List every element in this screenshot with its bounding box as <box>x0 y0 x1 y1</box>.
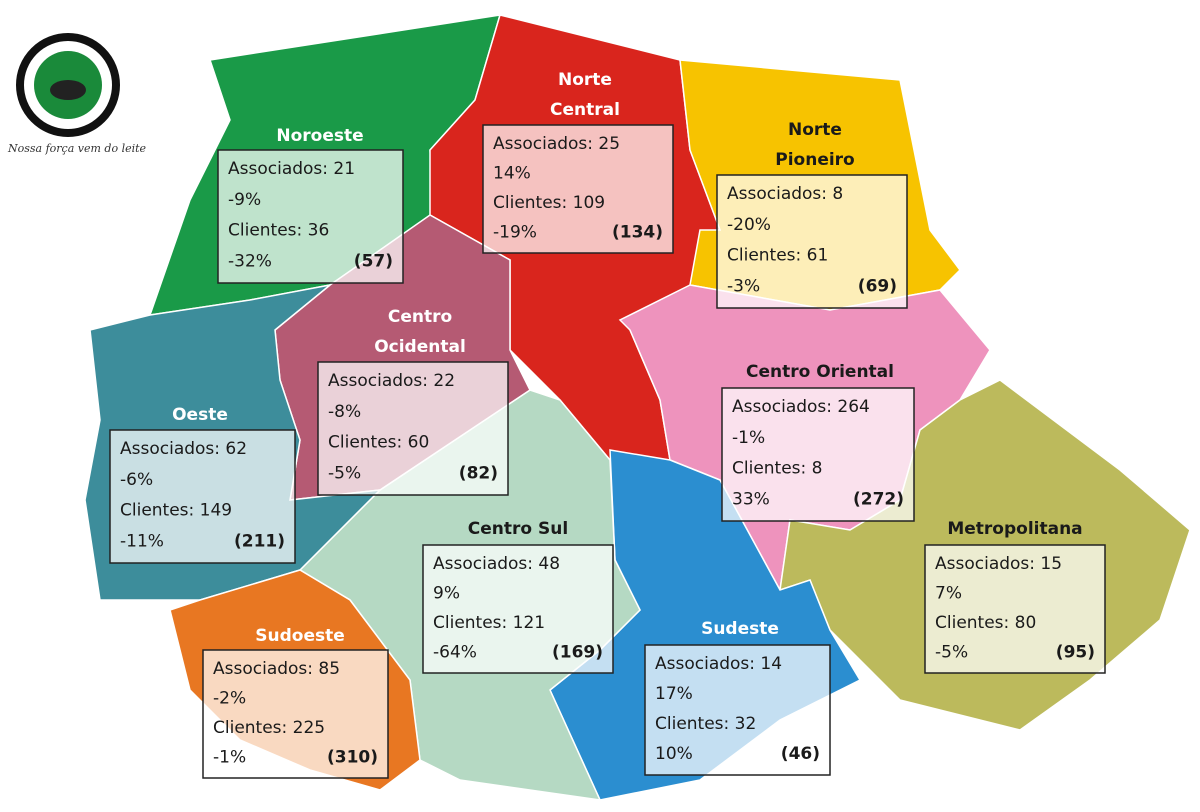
region-label: Sudoeste Associados: 85 -2% Clientes: 225 -1… <box>202 626 389 779</box>
stats-line: Clientes: 32 <box>655 714 756 734</box>
region-label: Metropolitana Associados: 15 7% Clientes: 8… <box>924 519 1106 674</box>
stats-total: (69) <box>858 276 897 296</box>
stats-total: (46) <box>781 744 820 764</box>
stats-line: Associados: 14 <box>655 654 782 674</box>
stats-total: (95) <box>1056 643 1095 663</box>
stats-line: -19% <box>493 223 537 243</box>
stats-total: (82) <box>459 463 498 483</box>
stats-line: Clientes: 121 <box>433 613 545 633</box>
stats-line: Associados: 22 <box>328 371 455 391</box>
region-name: Centro Oriental <box>746 362 894 382</box>
region-name: Ocidental <box>374 337 466 357</box>
stats-line: -64% <box>433 643 477 663</box>
stats-line: Associados: 25 <box>493 134 620 154</box>
stats-box <box>317 361 509 496</box>
region-label: Norte Pioneiro Associados: 8 -20% Clientes: … <box>716 120 908 309</box>
stats-total: (211) <box>234 531 285 551</box>
stats-line: Associados: 62 <box>120 439 247 459</box>
stats-total: (272) <box>853 489 904 509</box>
stats-line: -6% <box>120 470 153 490</box>
stats-total: (134) <box>612 223 663 243</box>
stats-box <box>644 644 831 776</box>
region-label: Sudeste Associados: 14 17% Clientes: 32 10% (… <box>644 619 831 776</box>
stats-total: (57) <box>354 251 393 271</box>
region-label: Centro Sul Associados: 48 9% Clientes: 121 -… <box>422 519 614 674</box>
region-label: Norte Central Associados: 25 14% Clientes: 1… <box>482 70 674 254</box>
region-label: Centro Oriental Associados: 264 -1% Cliente… <box>721 362 915 522</box>
region-name: Centro <box>388 307 452 327</box>
logo-slogan: Nossa força vem do leite <box>7 142 147 155</box>
stats-box <box>721 387 915 522</box>
region-name: Sudoeste <box>255 626 345 646</box>
stats-line: 17% <box>655 684 693 704</box>
stats-line: Associados: 21 <box>228 159 355 179</box>
region-name: Central <box>550 100 620 120</box>
stats-line: Associados: 8 <box>727 184 843 204</box>
stats-line: Clientes: 60 <box>328 433 429 453</box>
stats-line: -5% <box>328 463 361 483</box>
stats-line: -1% <box>213 748 246 768</box>
region-label: Oeste Associados: 62 -6% Clientes: 149 -11% (… <box>109 405 296 564</box>
stats-line: -3% <box>727 276 760 296</box>
stats-line: -1% <box>732 428 765 448</box>
stats-line: Clientes: 61 <box>727 246 828 266</box>
stats-line: Clientes: 225 <box>213 718 325 738</box>
region-name: Pioneiro <box>775 150 855 170</box>
stats-line: Associados: 15 <box>935 554 1062 574</box>
stats-line: Associados: 264 <box>732 397 870 417</box>
region-name: Noroeste <box>276 126 363 146</box>
stats-total: (169) <box>552 643 603 663</box>
stats-box <box>482 124 674 254</box>
logo: Nossa força vem do leite <box>7 33 147 155</box>
stats-box <box>109 429 296 564</box>
logo-icon <box>50 80 86 100</box>
stats-line: -32% <box>228 251 272 271</box>
stats-box <box>422 544 614 674</box>
stats-line: Clientes: 149 <box>120 501 232 521</box>
region-name: Metropolitana <box>947 519 1082 539</box>
stats-line: -20% <box>727 215 771 235</box>
stats-line: Associados: 48 <box>433 554 560 574</box>
region-label: Centro Ocidental Associados: 22 -8% Clientes… <box>317 307 509 496</box>
stats-total: (310) <box>327 748 378 768</box>
stats-line: 7% <box>935 584 962 604</box>
stats-box <box>716 174 908 309</box>
stats-line: Clientes: 8 <box>732 459 822 479</box>
stats-line: Clientes: 36 <box>228 221 329 241</box>
stats-line: Associados: 85 <box>213 659 340 679</box>
stats-line: -11% <box>120 531 164 551</box>
stats-box <box>202 649 389 779</box>
stats-line: 10% <box>655 744 693 764</box>
stats-box <box>924 544 1106 674</box>
stats-line: -5% <box>935 643 968 663</box>
region-name: Sudeste <box>701 619 779 639</box>
stats-line: -2% <box>213 689 246 709</box>
region-labels: Noroeste Associados: 21 -9% Clientes: 36 -32… <box>109 70 1106 779</box>
region-name: Centro Sul <box>468 519 568 539</box>
region-name: Oeste <box>172 405 228 425</box>
stats-line: -8% <box>328 402 361 422</box>
stats-line: Clientes: 109 <box>493 193 605 213</box>
stats-line: 14% <box>493 164 531 184</box>
stats-line: 9% <box>433 584 460 604</box>
stats-line: 33% <box>732 489 770 509</box>
stats-line: Clientes: 80 <box>935 613 1036 633</box>
region-label: Noroeste Associados: 21 -9% Clientes: 36 -32… <box>217 126 404 284</box>
stats-box <box>217 149 404 284</box>
region-name: Norte <box>558 70 612 90</box>
stats-line: -9% <box>228 190 261 210</box>
region-name: Norte <box>788 120 842 140</box>
